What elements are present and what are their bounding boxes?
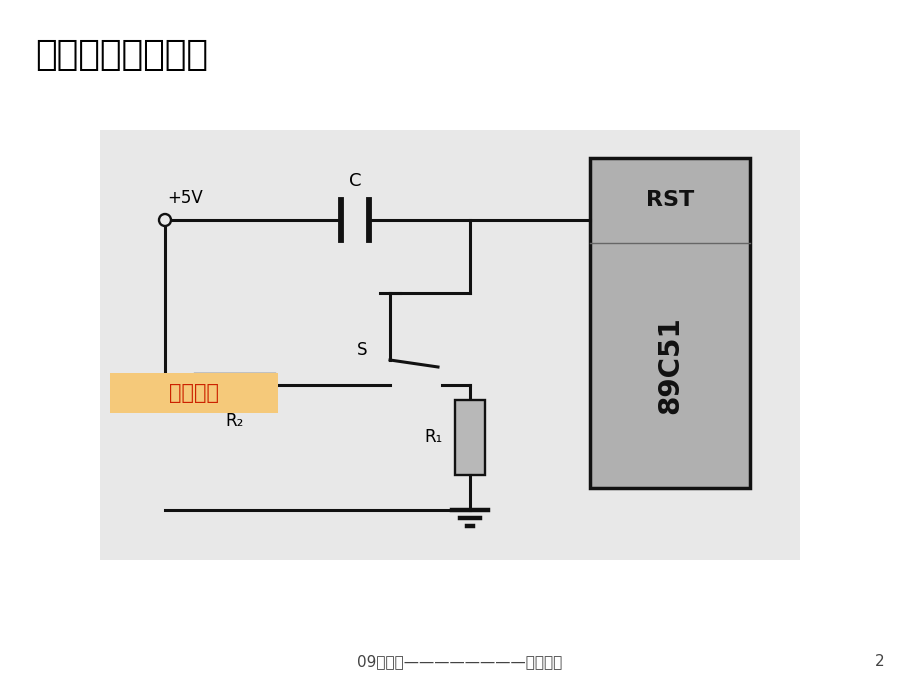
Text: R₁: R₁ — [425, 428, 443, 446]
Text: RST: RST — [645, 190, 693, 210]
Text: 手动复位: 手动复位 — [169, 383, 219, 403]
Text: 复位电路工作原理: 复位电路工作原理 — [35, 38, 208, 72]
Text: S: S — [357, 341, 367, 359]
Text: R₂: R₂ — [225, 412, 244, 430]
Bar — [100, 130, 800, 560]
Text: 2: 2 — [874, 655, 884, 669]
Bar — [589, 158, 749, 488]
Bar — [195, 374, 275, 396]
Bar — [455, 400, 484, 475]
Text: 09单片机————————指令系统: 09单片机————————指令系统 — [357, 655, 562, 669]
Text: 89C51: 89C51 — [655, 317, 683, 415]
Text: C: C — [348, 172, 361, 190]
Text: +5V: +5V — [167, 189, 202, 207]
Bar — [110, 373, 278, 413]
